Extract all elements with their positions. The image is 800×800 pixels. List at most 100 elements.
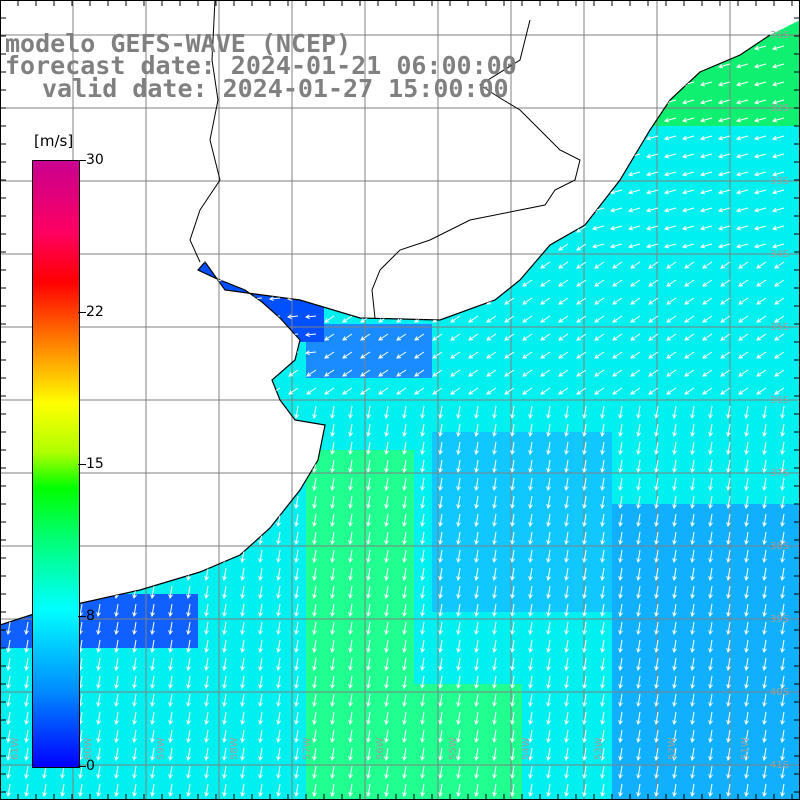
wind-arrow-head (432, 192, 438, 197)
wind-arrow-head (294, 450, 299, 456)
wind-arrow-head (268, 260, 274, 266)
wind-arrow (270, 135, 281, 143)
wind-arrow-head (114, 468, 119, 474)
wind-arrow-head (234, 156, 240, 161)
wind-arrow-head (540, 84, 546, 89)
wind-arrow (313, 441, 317, 455)
wind-arrow-head (450, 318, 456, 323)
wind-arrow (342, 315, 353, 323)
wind-arrow (736, 45, 749, 50)
wind-speed-cell (504, 576, 522, 594)
wind-speed-cell (90, 108, 108, 126)
wind-speed-cell (378, 162, 396, 180)
wind-speed-cell (198, 360, 216, 378)
wind-speed-cell (468, 486, 486, 504)
wind-arrow-head (492, 558, 497, 564)
wind-speed-cell (360, 288, 378, 306)
wind-arrow (655, 477, 659, 491)
wind-speed-cell (144, 684, 162, 702)
wind-arrow (89, 333, 101, 336)
wind-speed-cell (126, 180, 144, 198)
wind-arrow (126, 189, 137, 197)
wind-speed-cell (270, 342, 288, 360)
wind-arrow-head (360, 390, 366, 395)
wind-speed-cell (720, 540, 738, 558)
wind-arrow-head (240, 540, 245, 546)
wind-arrow-head (96, 576, 101, 582)
wind-arrow (610, 45, 623, 50)
wind-arrow-head (198, 390, 204, 395)
wind-arrow (439, 423, 443, 437)
wind-arrow (709, 477, 713, 491)
wind-speed-cell (702, 702, 720, 720)
wind-speed-cell (720, 522, 738, 540)
wind-arrow-head (486, 138, 492, 143)
wind-arrow-head (486, 210, 492, 215)
wind-arrow-head (636, 522, 641, 528)
wind-speed-cell (684, 198, 702, 216)
wind-arrow-head (576, 174, 582, 179)
wind-speed-cell (360, 126, 378, 144)
wind-speed-cell (342, 198, 360, 216)
wind-speed-cell (162, 108, 180, 126)
wind-arrow-head (96, 504, 101, 510)
wind-speed-cell (630, 558, 648, 576)
wind-arrow-head (360, 210, 366, 215)
wind-arrow (450, 261, 461, 269)
wind-speed-cell (702, 72, 720, 90)
wind-speed-cell (720, 630, 738, 648)
wind-speed-cell (432, 234, 450, 252)
wind-speed-cell (792, 252, 800, 270)
wind-speed-cell (684, 162, 702, 180)
wind-speed-cell (180, 612, 198, 630)
wind-arrow (115, 495, 119, 509)
wind-speed-cell (306, 630, 324, 648)
wind-arrow-head (270, 228, 276, 233)
wind-arrow-head (90, 372, 96, 377)
wind-speed-cell (144, 288, 162, 306)
wind-arrow-head (96, 450, 101, 456)
wind-speed-cell (738, 144, 756, 162)
wind-speed-cell (738, 792, 756, 800)
wind-arrow-head (546, 414, 551, 420)
wind-speed-cell (108, 198, 126, 216)
wind-speed-cell (198, 774, 216, 792)
wind-arrow-head (774, 390, 780, 395)
wind-arrow (360, 351, 371, 359)
wind-arrow (611, 10, 622, 13)
wind-arrow (529, 513, 533, 527)
wind-speed-cell (180, 360, 198, 378)
wind-arrow-head (558, 336, 564, 341)
wind-arrow-head (600, 486, 605, 492)
wind-speed-cell (594, 540, 612, 558)
wind-arrow-head (268, 278, 274, 284)
wind-arrow-head (591, 225, 598, 231)
wind-speed-cell (774, 720, 792, 738)
wind-speed-cell (468, 270, 486, 288)
wind-arrow (628, 117, 641, 122)
wind-speed-cell (468, 252, 486, 270)
wind-arrow-head (234, 246, 240, 251)
wind-speed-cell (126, 666, 144, 684)
wind-arrow-head (294, 558, 299, 564)
wind-arrow-head (528, 522, 533, 528)
wind-arrow (583, 513, 587, 527)
wind-arrow (522, 45, 533, 53)
wind-arrow-head (451, 12, 455, 16)
wind-speed-cell (198, 396, 216, 414)
wind-speed-cell (666, 738, 684, 756)
wind-speed-cell (540, 666, 558, 684)
wind-arrow-head (132, 468, 137, 474)
wind-arrow-head (681, 207, 688, 213)
wind-arrow-head (433, 12, 437, 16)
wind-speed-cell (108, 234, 126, 252)
wind-arrow-head (654, 414, 659, 420)
wind-arrow (450, 207, 461, 215)
wind-arrow (493, 441, 497, 455)
wind-arrow (18, 135, 29, 143)
wind-arrow (774, 387, 785, 395)
wind-speed-cell (396, 486, 414, 504)
wind-speed-cell (0, 522, 18, 540)
wind-speed-cell (144, 468, 162, 486)
wind-arrow-head (132, 450, 137, 456)
